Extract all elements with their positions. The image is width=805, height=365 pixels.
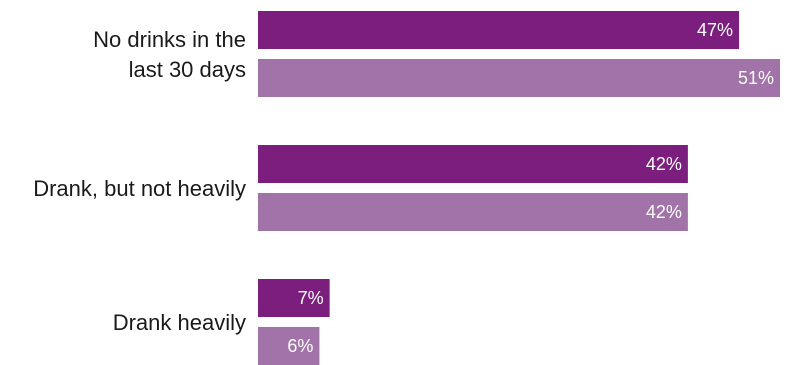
bar-value-label: 6% — [287, 336, 313, 356]
category-label: No drinks in the — [93, 27, 246, 52]
bar-value-label: 7% — [298, 288, 324, 308]
bars: 47% 51% 42% 42% 7% 6% — [258, 11, 780, 365]
category-labels: No drinks in the last 30 days Drank, but n… — [33, 27, 246, 335]
category-label: last 30 days — [129, 57, 246, 82]
bar-value-label: 51% — [738, 68, 774, 88]
bar-3-series-2 — [258, 327, 320, 365]
bar-value-label: 42% — [646, 202, 682, 222]
bar-2-series-1 — [258, 145, 688, 183]
bar-2-series-2 — [258, 193, 688, 231]
category-label: Drank heavily — [113, 310, 246, 335]
bar-1-series-2 — [258, 59, 780, 97]
bar-value-label: 42% — [646, 154, 682, 174]
bar-value-label: 47% — [697, 20, 733, 40]
bar-3-series-1 — [258, 279, 330, 317]
bar-1-series-1 — [258, 11, 740, 49]
category-label: Drank, but not heavily — [33, 176, 246, 201]
